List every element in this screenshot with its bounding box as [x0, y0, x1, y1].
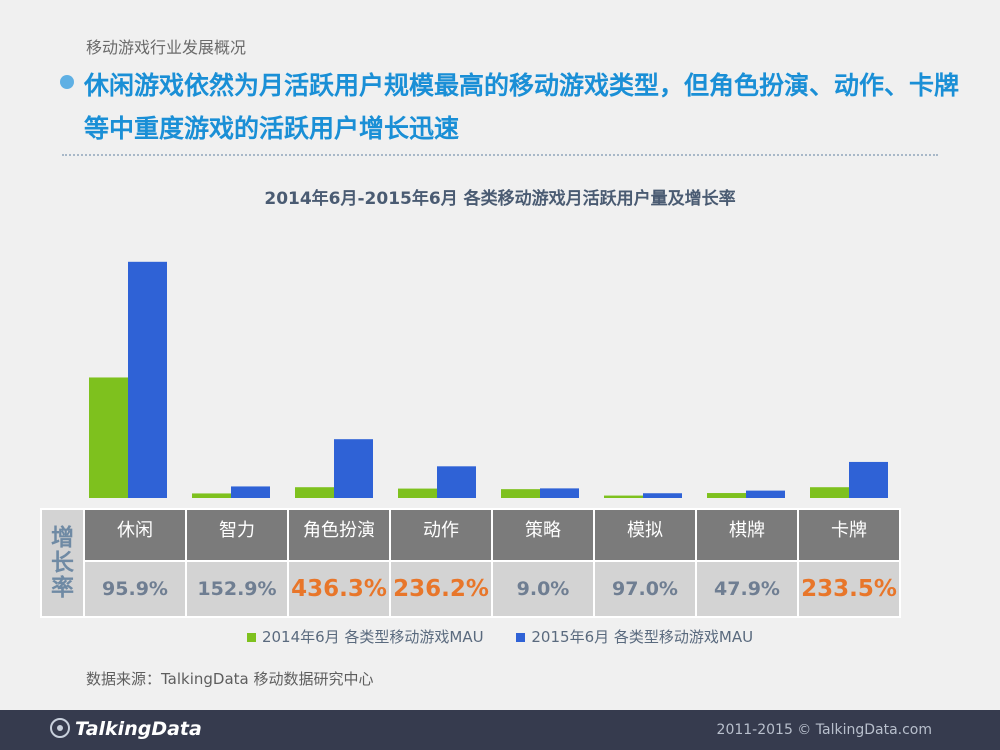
- category-label: 棋牌: [695, 508, 799, 562]
- bar-2015-6: [746, 490, 785, 498]
- bar-2014-5: [604, 495, 643, 498]
- growth-rate-value: 436.3%: [287, 560, 391, 618]
- bar-2015-7: [849, 461, 888, 498]
- bar-2015-4: [540, 488, 579, 498]
- copyright: 2011-2015 © TalkingData.com: [716, 722, 932, 738]
- growth-rate-value: 233.5%: [797, 560, 901, 618]
- bar-2014-4: [501, 489, 540, 498]
- growth-rate-table: 增长率 休闲 智力 角色扮演 动作 策略 模拟 棋牌 卡牌 95.9% 152.…: [40, 508, 901, 618]
- category-label: 卡牌: [797, 508, 901, 562]
- bar-2014-6: [707, 493, 746, 498]
- legend-swatch-2014: [246, 633, 256, 642]
- growth-rate-value: 236.2%: [389, 560, 493, 618]
- bar-2015-3: [437, 466, 476, 498]
- legend-item-2015: 2015年6月 各类型移动游戏MAU: [516, 626, 753, 647]
- growth-rate-value: 95.9%: [83, 560, 187, 618]
- bar-2014-2: [295, 487, 334, 498]
- legend-swatch-2015: [516, 633, 526, 642]
- legend-label-2015: 2015年6月 各类型移动游戏MAU: [531, 628, 754, 646]
- bar-2015-2: [334, 439, 373, 498]
- bar-2014-3: [398, 488, 437, 498]
- category-label: 智力: [185, 508, 289, 562]
- category-label: 动作: [389, 508, 493, 562]
- bar-2015-5: [643, 493, 682, 498]
- chart-legend: 2014年6月 各类型移动游戏MAU 2015年6月 各类型移动游戏MAU: [0, 626, 1000, 647]
- category-label: 模拟: [593, 508, 697, 562]
- growth-rate-value: 47.9%: [695, 560, 799, 618]
- logo-icon: [50, 718, 70, 738]
- bar-2015-0: [128, 261, 167, 498]
- bullet-icon: [60, 75, 74, 89]
- bar-2014-0: [89, 377, 128, 498]
- chart-title: 2014年6月-2015年6月 各类移动游戏月活跃用户量及增长率: [264, 189, 736, 209]
- section-label: 移动游戏行业发展概况: [86, 38, 247, 57]
- category-label: 休闲: [83, 508, 187, 562]
- data-source: 数据来源：TalkingData 移动数据研究中心: [86, 670, 374, 688]
- growth-row-label: 增长率: [40, 508, 85, 618]
- bar-2014-1: [192, 493, 231, 498]
- category-label: 策略: [491, 508, 595, 562]
- footer-bar: TalkingData 2011-2015 © TalkingData.com: [0, 710, 1000, 750]
- legend-label-2014: 2014年6月 各类型移动游戏MAU: [261, 628, 484, 646]
- bar-2014-7: [810, 487, 849, 498]
- dotted-divider: [62, 154, 938, 156]
- growth-rate-value: 152.9%: [185, 560, 289, 618]
- headline: 休闲游戏依然为月活跃用户规模最高的移动游戏类型，但角色扮演、动作、卡牌等中重度游…: [84, 71, 960, 143]
- talkingdata-logo: TalkingData: [50, 718, 202, 740]
- growth-rate-value: 97.0%: [593, 560, 697, 618]
- legend-item-2014: 2014年6月 各类型移动游戏MAU: [246, 626, 484, 647]
- bar-2015-1: [231, 486, 270, 498]
- growth-rate-value: 9.0%: [491, 560, 595, 618]
- category-label: 角色扮演: [287, 508, 391, 562]
